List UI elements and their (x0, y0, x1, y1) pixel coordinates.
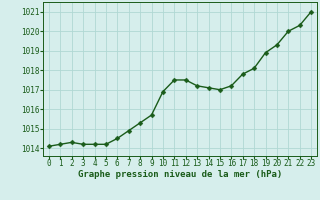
X-axis label: Graphe pression niveau de la mer (hPa): Graphe pression niveau de la mer (hPa) (78, 170, 282, 179)
